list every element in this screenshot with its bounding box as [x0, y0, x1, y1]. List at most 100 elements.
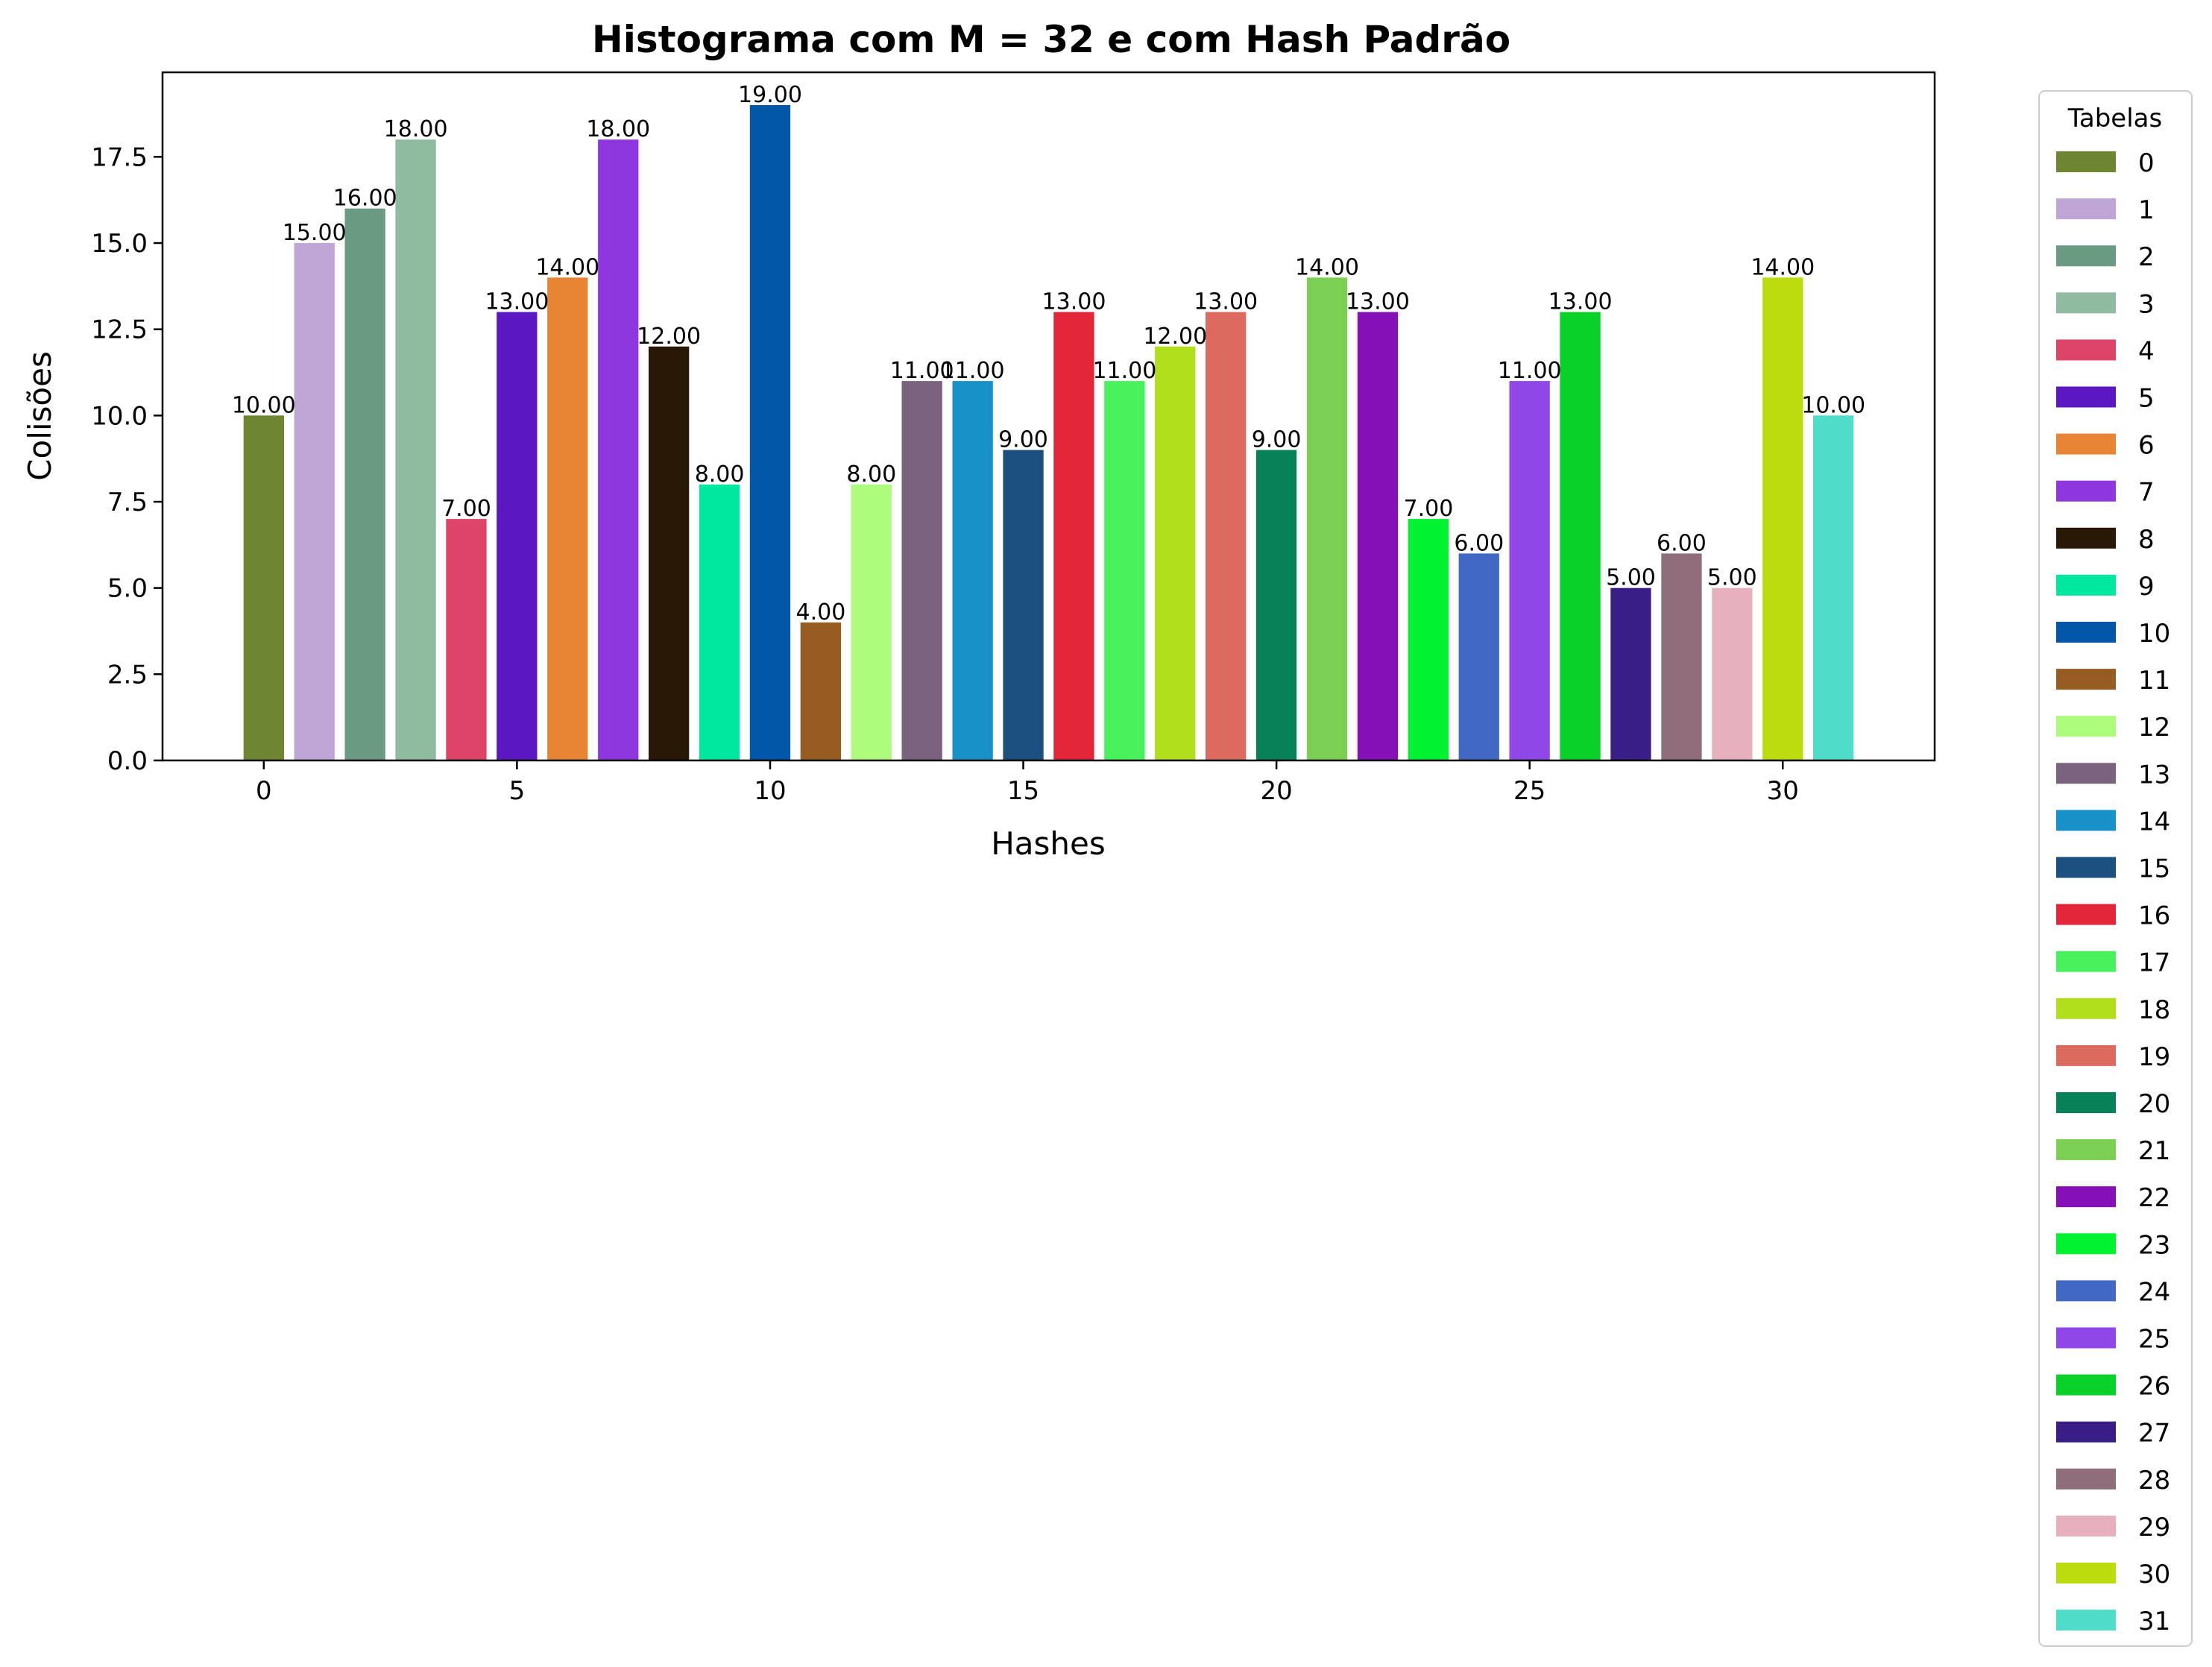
legend-swatch-7 [2056, 480, 2116, 502]
y-tick-label: 2.5 [107, 660, 148, 690]
legend-swatch-8 [2056, 527, 2116, 549]
bar-value-label-30: 14.00 [1751, 254, 1815, 280]
bar-value-label-9: 8.00 [695, 461, 745, 488]
bar-9 [699, 484, 740, 760]
legend-swatch-23 [2056, 1233, 2116, 1255]
bar-value-label-7: 18.00 [586, 116, 650, 142]
bar-24 [1458, 553, 1499, 760]
bar-value-label-15: 9.00 [998, 427, 1048, 453]
bar-25 [1509, 381, 1550, 760]
bar-28 [1661, 553, 1702, 760]
y-tick-label: 0.0 [107, 746, 148, 776]
bar-6 [547, 277, 588, 760]
bar-5 [497, 312, 538, 760]
chart-title: Histograma com M = 32 e com Hash Padrão [592, 18, 1510, 61]
data-labels-group: 10.00 15.00 16.00 18.00 7.00 13.00 14.00 18.00 1… [232, 82, 1865, 625]
x-tick-label: 30 [1767, 776, 1799, 806]
legend-items: 0123456789101112131415161718192021222324… [2056, 148, 2170, 1636]
bar-value-label-11: 4.00 [796, 599, 846, 625]
legend-title: Tabelas [2067, 104, 2162, 133]
legend-swatch-29 [2056, 1515, 2116, 1537]
legend-label-0: 0 [2138, 148, 2155, 178]
bar-value-label-22: 13.00 [1346, 289, 1410, 315]
legend-label-6: 6 [2138, 431, 2155, 461]
legend-swatch-12 [2056, 716, 2116, 737]
bar-2 [344, 208, 385, 760]
x-tick-label: 10 [754, 776, 786, 806]
bar-18 [1155, 346, 1196, 760]
legend-label-16: 16 [2138, 901, 2170, 931]
legend-label-21: 21 [2138, 1136, 2170, 1166]
legend-label-13: 13 [2138, 760, 2170, 790]
x-tick-label: 0 [256, 776, 272, 806]
legend-swatch-17 [2056, 951, 2116, 972]
bar-19 [1206, 312, 1247, 760]
legend-label-19: 19 [2138, 1042, 2170, 1072]
legend-swatch-2 [2056, 245, 2116, 267]
bars-group [243, 105, 1854, 760]
legend-label-3: 3 [2138, 289, 2155, 319]
legend-swatch-11 [2056, 669, 2116, 690]
bar-1 [294, 243, 335, 760]
legend-swatch-28 [2056, 1468, 2116, 1490]
bar-12 [851, 484, 892, 760]
bar-23 [1408, 519, 1449, 760]
legend-swatch-13 [2056, 763, 2116, 784]
bar-11 [800, 622, 841, 760]
bar-13 [901, 381, 942, 760]
bar-value-label-21: 14.00 [1295, 254, 1359, 280]
legend-swatch-16 [2056, 904, 2116, 925]
legend-label-29: 29 [2138, 1513, 2170, 1542]
bar-value-label-5: 13.00 [485, 289, 549, 315]
y-axis-ticks: 0.0 2.5 5.0 7.5 10.0 12.5 15.0 17.5 [91, 142, 163, 776]
x-tick-label: 20 [1260, 776, 1292, 806]
bar-value-label-23: 7.00 [1404, 496, 1454, 522]
bar-value-label-28: 6.00 [1657, 530, 1707, 556]
legend-label-27: 27 [2138, 1419, 2170, 1449]
legend-swatch-20 [2056, 1092, 2116, 1113]
legend: Tabelas 01234567891011121314151617181920… [2038, 90, 2193, 1647]
legend-label-18: 18 [2138, 995, 2170, 1025]
legend-swatch-18 [2056, 998, 2116, 1019]
y-tick-label: 7.5 [107, 488, 148, 517]
bar-7 [598, 139, 639, 760]
legend-label-15: 15 [2138, 854, 2170, 884]
bar-27 [1610, 587, 1651, 760]
legend-swatch-21 [2056, 1139, 2116, 1161]
bar-value-label-14: 11.00 [941, 358, 1005, 384]
bar-10 [749, 105, 791, 760]
legend-swatch-19 [2056, 1044, 2116, 1066]
legend-swatch-25 [2056, 1327, 2116, 1349]
bar-value-label-8: 12.00 [637, 324, 701, 350]
x-axis-label: Hashes [991, 825, 1106, 862]
bar-8 [649, 346, 690, 760]
legend-swatch-10 [2056, 622, 2116, 643]
legend-label-7: 7 [2138, 478, 2155, 508]
bar-3 [395, 139, 436, 760]
legend-label-26: 26 [2138, 1372, 2170, 1402]
legend-label-9: 9 [2138, 572, 2155, 602]
bar-value-label-16: 13.00 [1042, 289, 1106, 315]
bar-value-label-13: 11.00 [890, 358, 954, 384]
x-tick-label: 25 [1513, 776, 1545, 806]
bar-15 [1003, 450, 1044, 760]
legend-label-20: 20 [2138, 1089, 2170, 1119]
bar-value-label-19: 13.00 [1194, 289, 1258, 315]
y-tick-label: 17.5 [91, 142, 148, 172]
bar-value-label-20: 9.00 [1252, 427, 1302, 453]
bar-value-label-25: 11.00 [1498, 358, 1562, 384]
bar-value-label-26: 13.00 [1548, 289, 1613, 315]
legend-label-2: 2 [2138, 242, 2155, 272]
bar-value-label-24: 6.00 [1454, 530, 1504, 556]
y-tick-label: 12.5 [91, 315, 148, 345]
legend-swatch-22 [2056, 1186, 2116, 1208]
legend-label-25: 25 [2138, 1325, 2170, 1355]
legend-swatch-27 [2056, 1421, 2116, 1443]
legend-swatch-6 [2056, 433, 2116, 455]
bar-22 [1357, 312, 1399, 760]
bar-21 [1306, 277, 1348, 760]
bar-value-label-10: 19.00 [738, 82, 802, 108]
y-axis-label: Colisões [22, 351, 58, 481]
legend-swatch-4 [2056, 339, 2116, 361]
bar-value-label-12: 8.00 [846, 461, 896, 488]
